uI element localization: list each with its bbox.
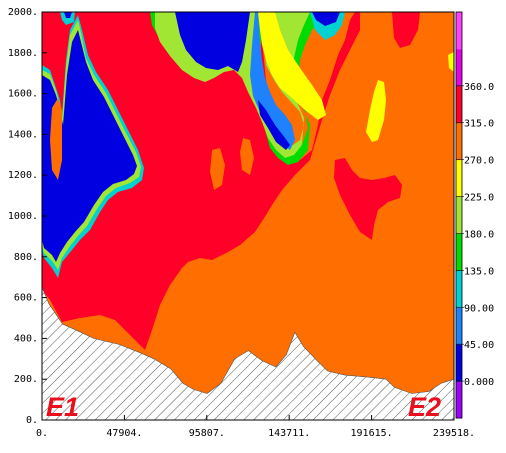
x-tick-label: 47904. bbox=[106, 428, 142, 439]
annotation-e1: E1 bbox=[46, 392, 79, 422]
y-tick-label: 600. bbox=[14, 293, 38, 304]
region-orange-patch2 bbox=[240, 138, 254, 175]
x-tick-label: 0. bbox=[36, 428, 48, 439]
y-tick-label: 1600. bbox=[8, 89, 38, 100]
y-tick-label: 0. bbox=[26, 415, 38, 426]
colorbar-swatch bbox=[456, 233, 462, 271]
colorbar-swatch bbox=[456, 270, 462, 308]
y-tick-label: 1000. bbox=[8, 211, 38, 222]
colorbar-swatch bbox=[456, 344, 462, 382]
region-cyan-top bbox=[60, 12, 75, 25]
x-axis: 0. 47904. 95807. 143711. 191615. 239518. bbox=[36, 415, 475, 439]
y-tick-label: 1200. bbox=[8, 170, 38, 181]
colorbar-label: 135.0 bbox=[464, 266, 494, 277]
x-tick-label: 143711. bbox=[268, 428, 310, 439]
x-tick-label: 239518. bbox=[433, 428, 475, 439]
region-darkblue-top2 bbox=[258, 100, 290, 150]
heatmap-field bbox=[42, 12, 454, 420]
y-tick-label: 400. bbox=[14, 333, 38, 344]
region-yellow-top bbox=[258, 12, 326, 120]
colorbar-label: 315.0 bbox=[464, 119, 494, 130]
colorbar-frame bbox=[455, 11, 463, 419]
colorbar-label: 270.0 bbox=[464, 156, 494, 167]
colorbar-swatch bbox=[456, 48, 462, 87]
region-red-main bbox=[42, 12, 360, 350]
colorbar-label: 90.00 bbox=[464, 303, 494, 314]
colorbar-label: 360.0 bbox=[464, 82, 494, 93]
region-red-topright bbox=[392, 12, 420, 48]
y-tick-label: 1800. bbox=[8, 48, 38, 59]
terrain-hatch bbox=[42, 287, 454, 420]
colorbar-swatch bbox=[456, 307, 462, 345]
colorbar-label: 180.0 bbox=[464, 229, 494, 240]
y-tick-label: 800. bbox=[14, 252, 38, 263]
colorbar: 0.000 45.00 90.00 135.0 180.0 225.0 270.0 315.0… bbox=[455, 11, 494, 419]
x-tick-label: 95807. bbox=[189, 428, 225, 439]
colorbar-label: 225.0 bbox=[464, 193, 494, 204]
x-tick-label: 191615. bbox=[351, 428, 393, 439]
y-axis: 0. 200. 400. 600. 800. 1000. 1200. 1400. 1600. 18… bbox=[8, 7, 47, 426]
colorbar-swatch bbox=[456, 159, 462, 197]
region-red-right bbox=[334, 158, 402, 240]
region-blue-topleft bbox=[64, 12, 72, 18]
region-yellow-edge bbox=[448, 52, 454, 72]
colorbar-label: 0.000 bbox=[464, 377, 494, 388]
colorbar-swatch bbox=[456, 381, 462, 419]
region-orange-left bbox=[50, 98, 62, 180]
annotation-e2: E2 bbox=[408, 392, 441, 422]
region-orange-patch1 bbox=[210, 148, 225, 190]
colorbar-swatch bbox=[456, 196, 462, 234]
y-tick-label: 2000. bbox=[8, 7, 38, 18]
colorbar-swatch bbox=[456, 12, 462, 50]
colorbar-label: 45.00 bbox=[464, 340, 494, 351]
y-tick-label: 200. bbox=[14, 374, 38, 385]
y-tick-label: 1400. bbox=[8, 129, 38, 140]
region-darkblue-top bbox=[175, 12, 250, 72]
colorbar-swatch bbox=[456, 122, 462, 161]
colorbar-swatch bbox=[456, 85, 462, 124]
region-blue-top3 bbox=[312, 12, 340, 26]
region-blue-left bbox=[42, 30, 137, 262]
region-yellow-right bbox=[366, 80, 386, 142]
